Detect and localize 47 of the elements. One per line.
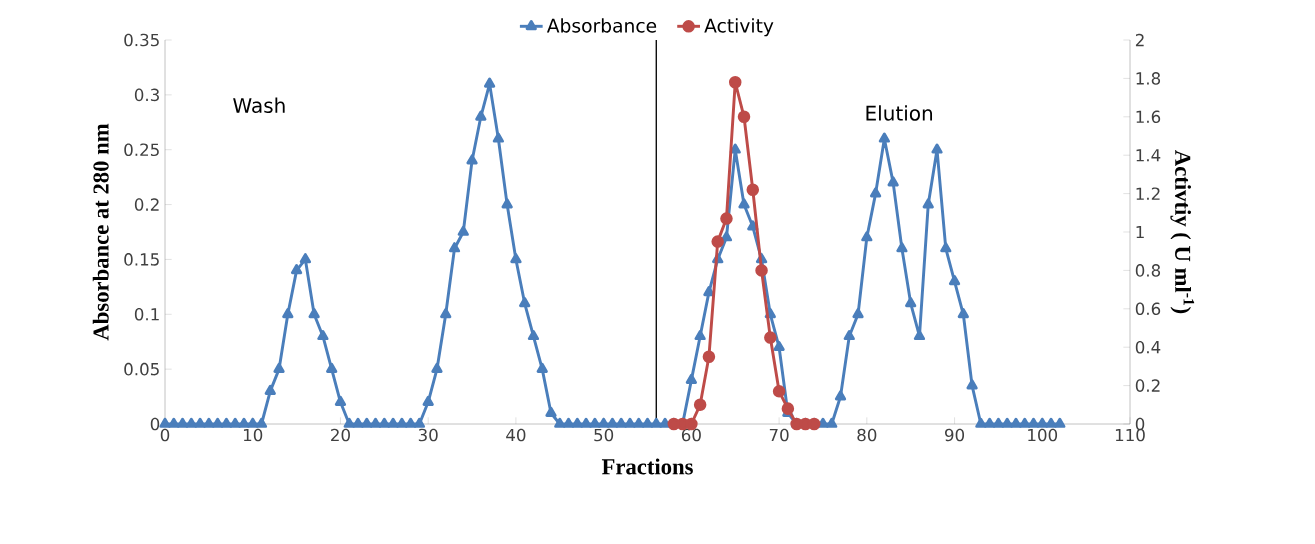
point <box>702 350 716 364</box>
point <box>728 75 742 89</box>
legend-label: Activity <box>704 18 774 37</box>
y-tick-label: 0.1 <box>134 307 159 321</box>
annotation: Elution <box>866 105 933 121</box>
x-tick-label: 60 <box>681 428 701 442</box>
y2-tick-label: 0.4 <box>1135 340 1161 354</box>
annotation: Wash <box>233 97 285 114</box>
point <box>720 212 733 225</box>
y-tick-label: 0 <box>150 417 160 431</box>
point <box>746 183 760 197</box>
x-axis-title: Fractions <box>601 458 693 475</box>
point <box>772 385 786 398</box>
y2-tick-label: 1 <box>1136 225 1144 239</box>
x-tick-label: 30 <box>418 428 438 442</box>
legend-label: Absorbance <box>546 18 657 33</box>
x-tick-label: 90 <box>944 428 965 442</box>
y-tick-label: 0.15 <box>124 253 159 266</box>
y-tick-label: 0.25 <box>124 143 159 157</box>
x-tick-label: 100 <box>1028 428 1058 442</box>
point <box>755 264 768 277</box>
y2-tick-label: 1.4 <box>1136 149 1161 162</box>
y2-tick-label: 1.8 <box>1136 72 1161 85</box>
point <box>737 110 751 124</box>
y2-tick-label: 0.6 <box>1135 302 1161 316</box>
y-tick-label: 0.3 <box>134 88 159 102</box>
y-axis-title: Absorbance at 280 nm <box>92 123 109 341</box>
y2-axis-title: Activtiy ( U ml$^{-1}$) <box>1170 150 1195 314</box>
y2-tick-label: 0.2 <box>1135 379 1160 392</box>
point <box>781 402 795 415</box>
x-tick-label: 40 <box>506 428 526 442</box>
y-tick-label: 0.05 <box>124 362 159 376</box>
x-tick-label: 20 <box>331 428 350 442</box>
point <box>711 235 724 248</box>
y-tick-label: 0.2 <box>134 198 159 211</box>
y2-tick-label: 1.2 <box>1136 187 1160 200</box>
x-tick-label: 80 <box>857 428 877 442</box>
point <box>764 331 777 344</box>
x-tick-label: 50 <box>594 428 614 442</box>
y-tick-label: 0.35 <box>124 33 159 47</box>
y2-tick-label: 0.8 <box>1135 264 1161 277</box>
y2-tick-label: 1.6 <box>1136 110 1161 124</box>
x-tick-label: 10 <box>243 428 263 442</box>
x-tick-label: 70 <box>769 428 789 442</box>
point <box>693 398 707 412</box>
y2-tick-label: 2 <box>1135 33 1144 47</box>
x-tick-label: 0 <box>160 428 170 442</box>
